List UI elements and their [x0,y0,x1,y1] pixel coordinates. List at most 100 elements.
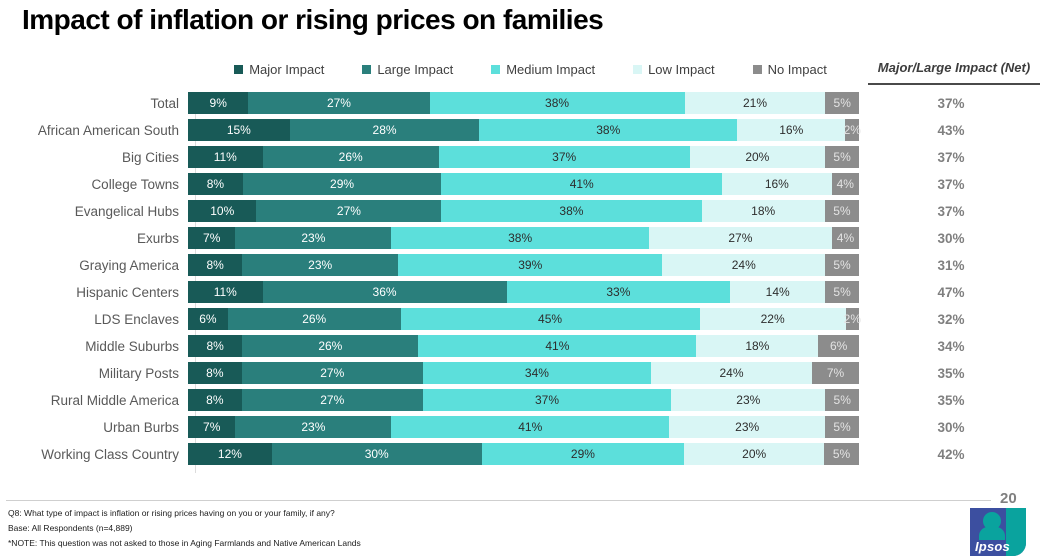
category-label: College Towns [91,176,179,192]
net-value: 31% [937,257,965,273]
chart-row: Graying America 8% 23% 39% 24% 5% 31% [8,254,1043,276]
legend-swatch-icon [234,65,244,74]
category-label: Graying America [79,257,179,273]
bar-segment-large-impact: 26% [227,308,401,330]
bar-segment-large-impact: 26% [242,335,419,357]
chart-row: Urban Burbs 7% 23% 41% 23% 5% 30% [8,416,1043,438]
bar-segment-low-impact: 24% [662,254,826,276]
net-value: 30% [937,230,965,246]
bar-segment-major-impact: 6% [188,308,228,330]
ipsos-logo-face-body [979,527,1005,540]
bar-segment-low-impact: 14% [730,281,826,303]
category-label: Exurbs [136,230,179,246]
legend-item-medium-impact: Medium Impact [491,62,595,77]
bar-segment-low-impact: 16% [737,119,846,141]
bar-segment-medium-impact: 38% [441,200,702,222]
bar-segment-major-impact: 7% [188,416,236,438]
stacked-bar: 8% 29% 41% 16% 4% [188,173,859,195]
chart-title: Impact of inflation or rising prices on … [22,4,604,35]
bar-segment-no-impact: 5% [825,389,859,411]
chart-row: LDS Enclaves 6% 26% 45% 22% 2% 32% [8,308,1043,330]
category-label: Big Cities [121,149,179,165]
bar-segment-large-impact: 27% [241,389,423,411]
stacked-bar: 8% 26% 41% 18% 6% [188,335,859,357]
ipsos-logo: Ipsos [970,508,1026,556]
chart-row: Hispanic Centers 11% 36% 33% 14% 5% 47% [8,281,1043,303]
chart-row: Rural Middle America 8% 27% 37% 23% 5% 35% [8,389,1043,411]
bar-segment-no-impact: 5% [825,146,860,168]
chart-row: Exurbs 7% 23% 38% 27% 4% 30% [8,227,1043,249]
bar-segment-no-impact: 5% [825,416,859,438]
bar-segment-medium-impact: 41% [441,173,723,195]
bar-segment-large-impact: 23% [235,416,392,438]
bar-segment-major-impact: 8% [188,362,242,384]
bar-segment-major-impact: 11% [188,146,263,168]
bar-segment-large-impact: 23% [235,227,392,249]
bar-segment-no-impact: 6% [818,335,859,357]
bar-segment-major-impact: 15% [188,119,290,141]
bar-segment-medium-impact: 41% [391,416,670,438]
bar-segment-no-impact: 7% [812,362,860,384]
legend-label: Large Impact [377,62,454,77]
bar-segment-major-impact: 7% [188,227,236,249]
legend-swatch-icon [633,65,643,74]
stacked-bar: 7% 23% 41% 23% 5% [188,416,859,438]
category-label: Total [150,95,179,111]
bar-segment-large-impact: 28% [289,119,480,141]
net-value: 34% [937,338,965,354]
legend-label: Low Impact [648,62,715,77]
stacked-bar: 11% 36% 33% 14% 5% [188,281,860,303]
bar-segment-major-impact: 8% [188,389,242,411]
legend-swatch-icon [491,65,501,74]
bar-segment-medium-impact: 29% [481,443,685,465]
net-value: 37% [937,149,965,165]
bar-segment-low-impact: 20% [689,146,826,168]
bar-segment-medium-impact: 38% [429,92,685,114]
legend-item-large-impact: Large Impact [362,62,453,77]
net-value: 35% [937,392,965,408]
bar-segment-no-impact: 5% [824,200,860,222]
category-label: Rural Middle America [50,392,179,408]
stacked-bar: 7% 23% 38% 27% 4% [188,227,859,249]
net-value: 35% [937,365,965,381]
net-value: 43% [937,122,965,138]
bar-segment-low-impact: 22% [699,308,846,330]
stacked-bar: 6% 26% 45% 22% 2% [188,308,861,330]
legend-item-low-impact: Low Impact [633,62,715,77]
legend-label: No Impact [767,62,827,77]
stacked-bar: 8% 27% 37% 23% 5% [188,389,859,411]
bar-segment-medium-impact: 33% [506,281,731,303]
bar-segment-low-impact: 21% [684,92,826,114]
bar-segment-major-impact: 9% [188,92,249,114]
bar-segment-medium-impact: 41% [418,335,697,357]
bar-segment-low-impact: 18% [696,335,819,357]
category-label: Middle Suburbs [85,338,179,354]
legend-item-no-impact: No Impact [752,62,827,77]
ipsos-logo-teal-panel [1006,508,1026,556]
bar-segment-no-impact: 5% [825,254,859,276]
chart-row: Middle Suburbs 8% 26% 41% 18% 6% 34% [8,335,1043,357]
chart-row: Big Cities 11% 26% 37% 20% 5% 37% [8,146,1043,168]
footnotes: Q8: What type of impact is inflation or … [8,506,361,551]
bar-segment-major-impact: 11% [188,281,263,303]
bar-segment-low-impact: 18% [701,200,825,222]
net-value: 37% [937,95,965,111]
net-value: 30% [937,419,965,435]
bar-segment-low-impact: 23% [671,389,826,411]
bar-segment-no-impact: 5% [825,92,859,114]
bar-segment-large-impact: 27% [256,200,442,222]
stacked-bar: 9% 27% 38% 21% 5% [188,92,859,114]
bar-segment-no-impact: 2% [844,119,861,141]
bar-segment-medium-impact: 45% [400,308,700,330]
legend-item-major-impact: Major Impact [234,62,324,77]
bar-segment-large-impact: 27% [248,92,430,114]
chart-row: African American South 15% 28% 38% 16% 2% 43% [8,119,1043,141]
stacked-bar: 8% 27% 34% 24% 7% [188,362,860,384]
bar-segment-no-impact: 4% [831,173,859,195]
bar-segment-low-impact: 23% [669,416,826,438]
net-value: 32% [937,311,965,327]
category-label: Evangelical Hubs [74,203,179,219]
category-label: African American South [37,122,179,138]
chart-row: Military Posts 8% 27% 34% 24% 7% 35% [8,362,1043,384]
category-label: Military Posts [98,365,179,381]
